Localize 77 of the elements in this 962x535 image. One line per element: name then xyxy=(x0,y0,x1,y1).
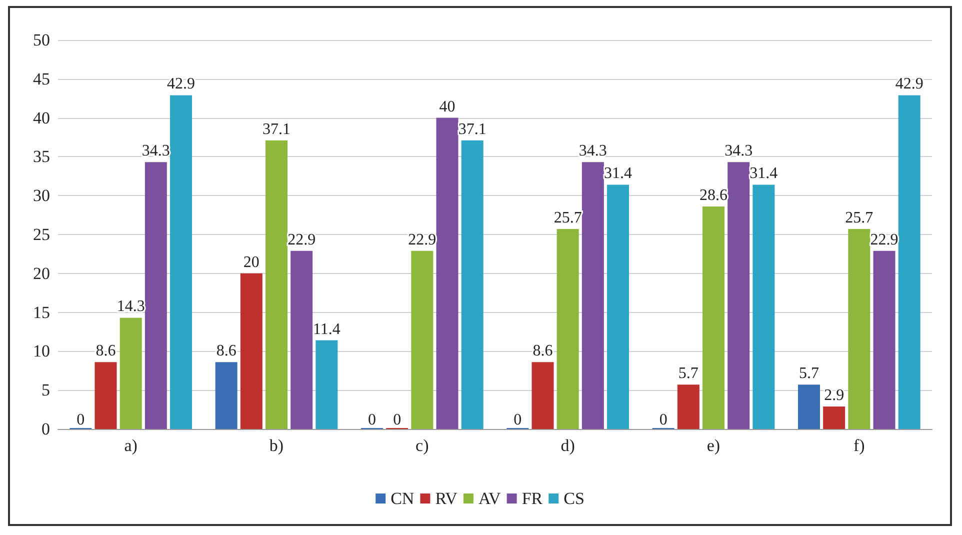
bar xyxy=(411,250,434,429)
y-tick-label: 30 xyxy=(33,186,50,206)
data-label: 34.3 xyxy=(578,142,607,160)
x-tick-label: e) xyxy=(706,436,720,455)
data-label: 42.9 xyxy=(895,76,924,93)
data-label: 0 xyxy=(368,412,376,428)
data-label: 0 xyxy=(659,412,668,428)
data-label: 22.9 xyxy=(408,231,436,248)
y-tick-label: 20 xyxy=(33,264,50,283)
bar xyxy=(290,250,313,429)
data-label: 14.3 xyxy=(116,298,145,316)
bar xyxy=(582,162,604,429)
data-label: 37.1 xyxy=(458,120,486,138)
bar xyxy=(120,318,142,429)
x-tick-label: f) xyxy=(854,436,865,455)
bar xyxy=(873,250,896,429)
y-tick-label: 50 xyxy=(33,30,50,50)
bar xyxy=(436,118,458,429)
data-label: 25.7 xyxy=(554,210,582,227)
x-tick-label: d) xyxy=(560,436,575,455)
y-tick-label: 0 xyxy=(42,420,50,438)
data-label: 31.4 xyxy=(750,165,778,182)
bar xyxy=(752,184,775,429)
x-tick-label: c) xyxy=(416,436,429,455)
data-label: 25.7 xyxy=(845,210,874,227)
data-label: 28.6 xyxy=(700,186,728,204)
legend-label: RV xyxy=(435,489,458,508)
data-label: 22.9 xyxy=(870,231,898,248)
y-tick-label: 25 xyxy=(33,225,50,244)
y-tick-label: 45 xyxy=(33,69,50,88)
bar xyxy=(607,184,630,429)
y-tick-label: 10 xyxy=(33,342,50,361)
bar xyxy=(556,229,579,429)
legend-label: CS xyxy=(564,489,584,508)
data-label: 31.4 xyxy=(604,165,632,182)
bar xyxy=(728,162,750,429)
data-label: 34.3 xyxy=(142,142,170,160)
data-label: 42.9 xyxy=(167,76,196,93)
bar xyxy=(798,384,820,429)
data-label: 34.3 xyxy=(724,142,753,160)
data-label: 8.6 xyxy=(96,342,116,360)
bar xyxy=(170,95,192,429)
data-label: 8.6 xyxy=(216,342,236,360)
y-tick-label: 15 xyxy=(33,302,50,322)
data-label: 2.9 xyxy=(824,386,844,404)
bar xyxy=(677,384,700,429)
data-label: 20 xyxy=(243,254,260,271)
bar xyxy=(823,406,846,429)
bar xyxy=(848,229,870,429)
bar xyxy=(144,162,167,429)
data-label: 5.7 xyxy=(678,365,698,382)
x-tick-label: a) xyxy=(124,436,138,455)
data-label: 22.9 xyxy=(288,231,316,248)
bar xyxy=(265,140,288,429)
bar xyxy=(240,273,262,429)
bar xyxy=(94,362,117,429)
legend-label: AV xyxy=(478,489,502,508)
y-tick-label: 35 xyxy=(33,147,50,166)
bar xyxy=(215,362,238,429)
bar xyxy=(702,206,725,429)
data-label: 8.6 xyxy=(532,342,553,360)
data-label: 0 xyxy=(76,412,85,428)
y-tick-label: 5 xyxy=(42,380,50,400)
bar xyxy=(461,140,484,429)
bar xyxy=(316,340,338,429)
data-label: 37.1 xyxy=(262,120,290,138)
data-label: 11.4 xyxy=(312,320,340,338)
data-label: 5.7 xyxy=(798,365,819,382)
legend-label: FR xyxy=(522,489,544,508)
data-label: 0 xyxy=(514,412,522,428)
x-tick-label: b) xyxy=(269,436,284,455)
legend-label: CN xyxy=(390,489,414,508)
bar xyxy=(898,95,920,429)
data-label: 0 xyxy=(393,412,402,428)
data-label: 40 xyxy=(439,98,456,116)
bar xyxy=(532,362,554,429)
y-tick-label: 40 xyxy=(33,108,50,128)
